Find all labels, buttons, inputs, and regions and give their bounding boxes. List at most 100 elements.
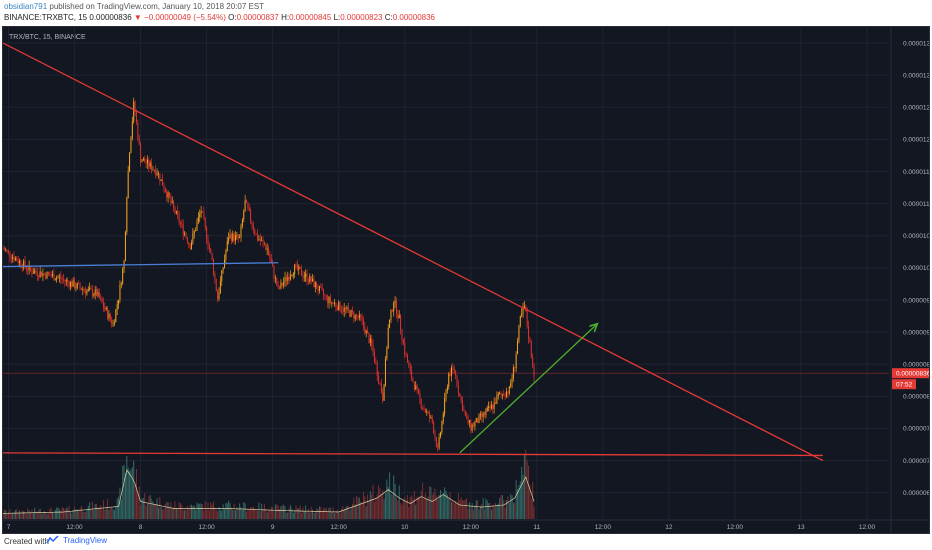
candle-body xyxy=(364,326,366,334)
candle-body xyxy=(400,315,402,331)
volume-bar xyxy=(166,501,168,519)
volume-bar xyxy=(197,504,199,519)
volume-bar xyxy=(486,500,488,519)
candle-body xyxy=(60,276,62,280)
volume-bar xyxy=(281,505,283,519)
volume-bar xyxy=(17,513,19,519)
volume-bar xyxy=(41,514,43,519)
volume-bar xyxy=(138,486,140,519)
candle-body xyxy=(127,171,129,198)
volume-bar xyxy=(71,513,73,519)
volume-bar xyxy=(285,512,287,519)
volume-bar xyxy=(91,501,93,519)
candle-body xyxy=(155,170,157,175)
candle-body xyxy=(495,402,497,404)
volume-bar xyxy=(65,507,67,519)
volume-bar xyxy=(141,498,143,519)
price-axis[interactable]: 0.00001350 0.00001300 0.00001250 0.00001200… xyxy=(892,40,930,497)
candle-body xyxy=(433,422,435,433)
volume-bar xyxy=(6,513,8,519)
volume-bar xyxy=(470,507,472,519)
volume-bar xyxy=(473,509,475,519)
candle-body xyxy=(100,298,102,299)
candle-body xyxy=(61,279,63,280)
candle-body xyxy=(318,286,320,291)
down-arrow-icon: ▼ xyxy=(133,13,142,22)
volume-bar xyxy=(430,487,432,519)
volume-bar xyxy=(163,508,165,519)
volume-bar xyxy=(49,508,51,519)
chart-canvas[interactable]: TRX/BTC, 15, BINANCE 0.00001350 0.0000130… xyxy=(3,27,930,534)
candle-body xyxy=(39,271,41,277)
candle-body xyxy=(445,390,447,399)
candle-body xyxy=(517,341,519,355)
volume-bar xyxy=(79,508,81,519)
volume-bar xyxy=(342,506,344,519)
candle-body xyxy=(72,280,74,287)
candle-body xyxy=(34,270,36,274)
volume-bar xyxy=(30,512,32,519)
candle-body xyxy=(424,409,426,413)
publish-text: published on TradingView.com, January 10… xyxy=(49,2,265,11)
candle-body xyxy=(298,266,300,270)
price-tick-label: 0.00000650 xyxy=(903,490,930,497)
candle-body xyxy=(533,366,535,377)
volume-bar xyxy=(345,507,347,519)
volume-bar xyxy=(474,505,476,519)
candle-body xyxy=(351,310,353,313)
volume-bar xyxy=(153,504,155,519)
candle-body xyxy=(389,319,391,328)
candle-body xyxy=(151,162,153,171)
volume-bar xyxy=(12,513,14,519)
volume-bar xyxy=(72,509,74,519)
candle-body xyxy=(284,277,286,283)
candle-body xyxy=(497,394,499,396)
candle-body xyxy=(237,234,239,238)
volume-bar xyxy=(428,486,430,519)
volume-bar xyxy=(259,511,261,519)
volume-bar xyxy=(230,507,232,519)
candle-body xyxy=(186,237,188,243)
volume-bar xyxy=(35,511,37,519)
volume-bar xyxy=(533,506,535,519)
candle-body xyxy=(195,229,197,231)
candle-body xyxy=(120,283,122,285)
tradingview-link[interactable]: TradingView xyxy=(63,535,108,545)
volume-bar xyxy=(529,484,531,519)
volume-bar xyxy=(212,501,214,519)
author-link[interactable]: obsidian791 xyxy=(4,2,48,11)
volume-bar xyxy=(42,513,44,519)
candle-body xyxy=(309,276,311,282)
tradingview-brand[interactable]: TradingView xyxy=(46,535,107,545)
volume-bar xyxy=(58,509,60,519)
candle-body xyxy=(9,251,11,257)
candle-body xyxy=(248,208,250,211)
volume-bar xyxy=(288,507,290,519)
volume-bar xyxy=(404,497,406,519)
volume-bar xyxy=(8,511,10,519)
volume-bar xyxy=(395,497,397,519)
candle-body xyxy=(420,398,422,408)
candle-body xyxy=(50,275,52,277)
publish-info: obsidian791 published on TradingView.com… xyxy=(4,2,264,11)
volume-bar xyxy=(511,495,513,519)
volume-bar xyxy=(303,511,305,519)
volume-bar xyxy=(397,500,399,519)
candle-body xyxy=(12,256,14,259)
candle-body xyxy=(383,384,385,401)
volume-bar xyxy=(331,512,333,519)
volume-bar xyxy=(402,499,404,519)
candle-body xyxy=(240,225,242,238)
candle-body xyxy=(164,189,166,193)
candle-body xyxy=(361,316,363,320)
candle-body xyxy=(427,411,429,413)
time-axis[interactable]: 7 12:00 8 12:00 9 12:00 10 12:00 11 12:00 12 12:00 1… xyxy=(7,524,876,531)
volume-bar xyxy=(63,507,65,519)
candle-body xyxy=(119,284,121,300)
candlesticks xyxy=(3,97,535,452)
chart-area[interactable]: TRX/BTC, 15, BINANCE 0.00001350 0.0000130… xyxy=(2,26,930,534)
volume-bar xyxy=(336,510,338,519)
candle-body xyxy=(299,266,301,269)
volume-bar xyxy=(451,501,453,519)
candle-body xyxy=(75,287,77,289)
